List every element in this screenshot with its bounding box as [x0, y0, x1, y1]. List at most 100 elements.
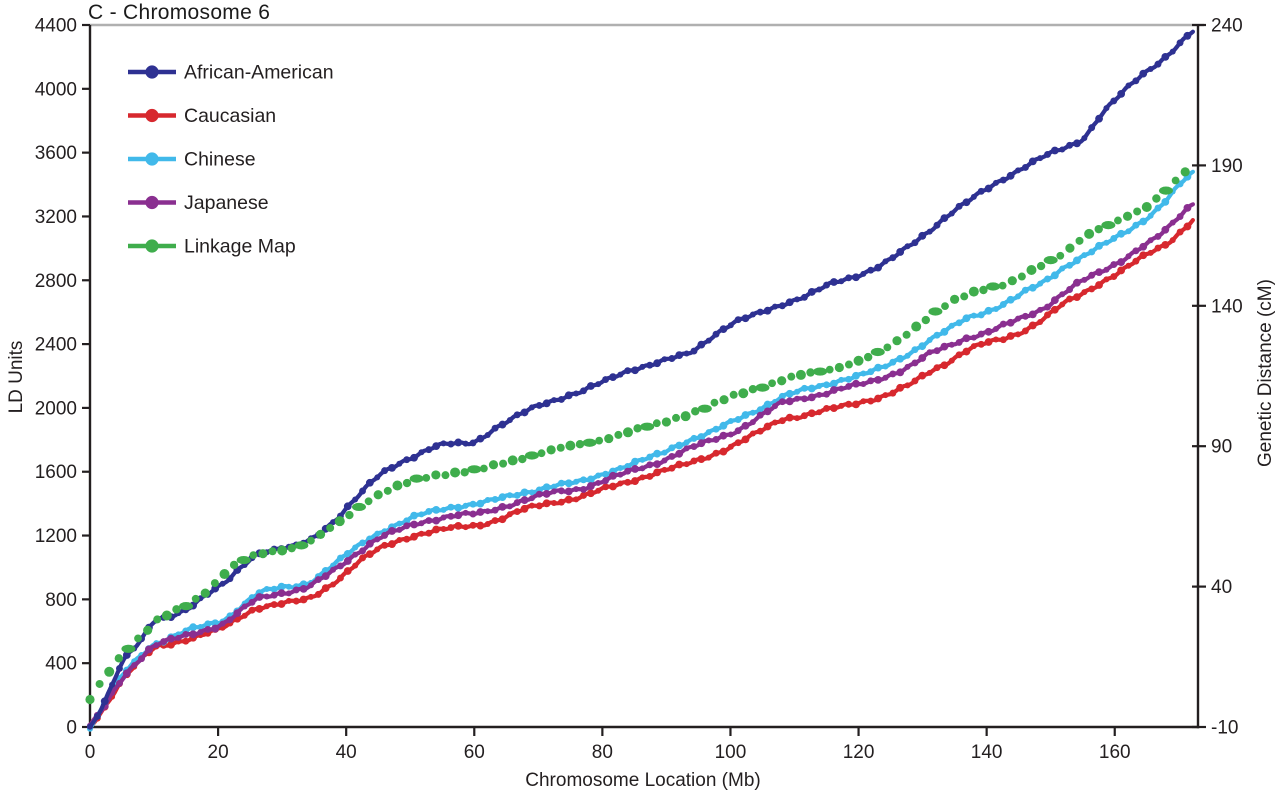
series-marker-chinese	[852, 371, 860, 380]
series-marker-african-american	[109, 681, 116, 688]
series-marker-african-american	[352, 496, 359, 503]
series-marker-african-american	[551, 397, 558, 404]
series-marker-african-american	[410, 453, 418, 462]
series-dot-linkage-map	[777, 376, 787, 386]
series-marker-chinese	[476, 499, 485, 508]
series-marker-chinese	[580, 476, 587, 484]
series-marker-african-american	[557, 396, 565, 403]
series-marker-caucasian	[1139, 251, 1148, 260]
y-left-tick-label: 400	[45, 654, 77, 675]
series-marker-japanese	[962, 334, 971, 343]
series-dot-linkage-map	[172, 605, 181, 614]
series-marker-caucasian	[277, 600, 286, 608]
series-marker-japanese	[661, 457, 668, 464]
series-marker-caucasian	[675, 460, 684, 469]
series-marker-japanese	[940, 342, 949, 351]
series-marker-caucasian	[520, 504, 529, 513]
series-marker-chinese	[977, 311, 985, 319]
series-marker-japanese	[1073, 278, 1081, 287]
series-marker-caucasian	[845, 400, 853, 408]
series-marker-japanese	[131, 662, 138, 669]
series-marker-african-american	[911, 239, 919, 247]
series-marker-caucasian	[255, 605, 264, 613]
series-marker-japanese	[1132, 247, 1140, 255]
series-marker-caucasian	[270, 601, 278, 608]
series-marker-chinese	[1066, 261, 1074, 269]
series-marker-chinese	[889, 358, 897, 366]
series-marker-african-american	[1147, 66, 1154, 73]
series-marker-chinese	[557, 479, 565, 487]
series-dot-linkage-map	[795, 369, 806, 380]
series-marker-caucasian	[564, 495, 573, 504]
series-dot-linkage-map	[191, 594, 200, 603]
series-marker-african-american	[675, 351, 684, 360]
series-marker-african-american	[646, 361, 654, 369]
series-dot-linkage-map	[402, 478, 412, 488]
series-dash-linkage-map	[236, 555, 251, 565]
series-dot-linkage-map	[85, 694, 95, 705]
series-marker-caucasian	[425, 529, 433, 537]
series-marker-african-american	[535, 401, 543, 409]
series-marker-african-american	[602, 376, 610, 384]
series-marker-chinese	[763, 400, 772, 409]
x-tick-label: 60	[464, 742, 485, 763]
series-marker-caucasian	[1037, 319, 1044, 326]
series-dot-linkage-map	[114, 654, 124, 663]
series-marker-chinese	[712, 425, 720, 433]
series-marker-chinese	[1059, 265, 1066, 272]
series-marker-african-american	[1139, 69, 1148, 78]
series-marker-chinese	[513, 491, 521, 499]
x-tick-label: 20	[208, 742, 229, 763]
series-marker-african-american	[771, 303, 778, 310]
series-marker-chinese	[646, 453, 654, 461]
series-dot-linkage-map	[1133, 207, 1142, 216]
series-marker-japanese	[241, 603, 248, 610]
series-marker-caucasian	[454, 521, 463, 530]
series-marker-japanese	[321, 572, 330, 581]
series-marker-japanese	[292, 586, 300, 594]
series-marker-japanese	[432, 516, 441, 525]
series-marker-african-american	[1154, 60, 1162, 68]
series-dot-linkage-map	[287, 543, 296, 553]
series-marker-chinese	[263, 586, 270, 593]
series-dot-linkage-map	[661, 417, 672, 427]
series-marker-caucasian	[800, 412, 808, 420]
series-marker-caucasian	[911, 377, 919, 385]
series-dot-linkage-map	[556, 443, 565, 452]
series-marker-caucasian	[595, 487, 602, 494]
series-marker-japanese	[874, 376, 882, 384]
series-dash-linkage-map	[697, 404, 712, 413]
series-marker-african-american	[388, 464, 396, 472]
series-dot-linkage-map	[672, 413, 681, 422]
series-marker-japanese	[1021, 312, 1029, 320]
series-marker-caucasian	[292, 597, 300, 605]
y-left-tick-label: 2000	[35, 398, 77, 419]
series-marker-african-american	[785, 298, 794, 307]
series-marker-chinese	[189, 623, 198, 632]
series-marker-japanese	[749, 419, 756, 426]
series-marker-japanese	[794, 395, 801, 402]
series-marker-african-american	[462, 440, 469, 447]
series-dot-linkage-map	[738, 388, 749, 399]
x-tick-label: 140	[971, 742, 1003, 763]
series-dash-linkage-map	[1043, 256, 1058, 265]
series-marker-caucasian	[867, 397, 875, 405]
series-marker-japanese	[653, 460, 662, 469]
series-marker-chinese	[336, 554, 344, 562]
series-marker-japanese	[646, 461, 654, 469]
series-marker-japanese	[248, 598, 256, 606]
series-marker-chinese	[867, 368, 875, 376]
series-marker-japanese	[1037, 306, 1044, 313]
series-marker-chinese	[690, 434, 698, 442]
series-marker-african-american	[1006, 171, 1015, 180]
series-marker-african-american	[1132, 77, 1140, 85]
series-marker-caucasian	[535, 502, 543, 510]
series-marker-african-american	[727, 322, 734, 329]
series-marker-african-american	[749, 311, 756, 318]
series-marker-african-american	[955, 202, 963, 210]
series-dot-linkage-map	[95, 679, 104, 688]
series-marker-chinese	[807, 384, 816, 393]
series-marker-african-american	[595, 381, 602, 388]
series-marker-african-american	[1110, 97, 1118, 105]
series-dash-linkage-map	[640, 422, 655, 431]
